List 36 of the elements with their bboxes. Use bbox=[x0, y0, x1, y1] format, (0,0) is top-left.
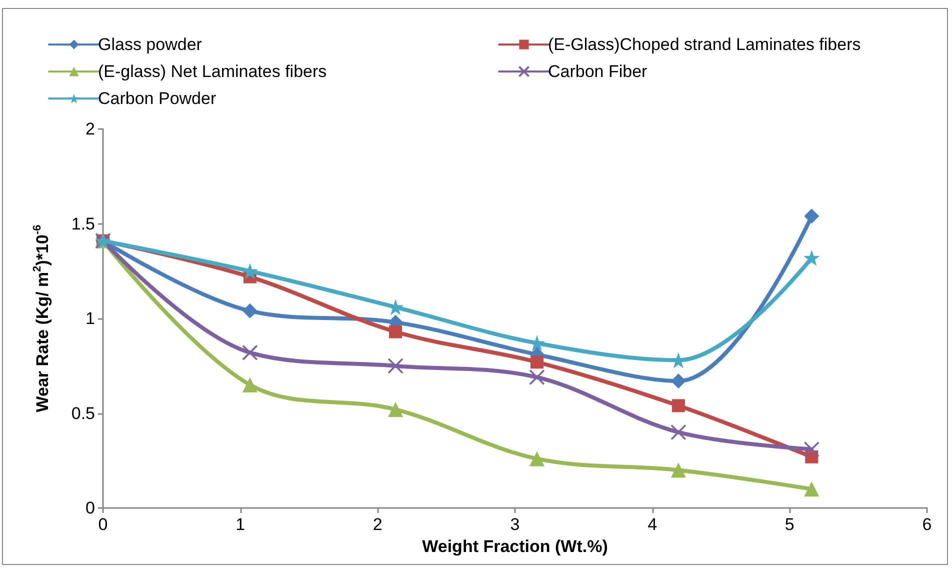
y-tick-label: 1.5 bbox=[71, 214, 95, 234]
point bbox=[530, 356, 544, 369]
x-tick-label: 5 bbox=[784, 515, 794, 534]
legend-label: (E-Glass)Choped strand Laminates fibers bbox=[548, 35, 861, 54]
point bbox=[672, 399, 685, 412]
legend-label: Carbon Fiber bbox=[548, 62, 648, 81]
point bbox=[670, 374, 686, 389]
x-tick-label: 4 bbox=[648, 515, 658, 534]
point bbox=[804, 208, 820, 224]
point bbox=[389, 325, 402, 338]
point bbox=[804, 441, 820, 458]
point bbox=[388, 358, 404, 374]
x-tick-label: 1 bbox=[236, 515, 246, 534]
y-axis-title: Wear Rate (Kg/ m2)*10-6 bbox=[32, 224, 52, 412]
x-tick-label: 6 bbox=[922, 515, 932, 534]
y-tick-label: 0.5 bbox=[71, 404, 95, 423]
point bbox=[242, 303, 258, 318]
point bbox=[242, 377, 258, 392]
point bbox=[670, 462, 686, 478]
point bbox=[529, 451, 544, 466]
x-tick-label: 2 bbox=[372, 515, 382, 534]
point bbox=[670, 424, 686, 440]
point bbox=[388, 402, 404, 417]
y-tick-label: 2 bbox=[86, 120, 95, 138]
x-tick-label: 0 bbox=[98, 515, 108, 534]
point bbox=[804, 482, 820, 497]
point bbox=[804, 250, 820, 266]
y-tick-label: 0 bbox=[86, 498, 95, 518]
y-tick-label: 1 bbox=[86, 309, 95, 328]
point bbox=[242, 344, 258, 361]
x-tick-label: 3 bbox=[510, 515, 520, 534]
legend-label: Carbon Powder bbox=[98, 89, 216, 108]
legend-label: Glass powder bbox=[98, 35, 202, 54]
point bbox=[529, 369, 545, 386]
legend-label: (E-glass) Net Laminates fibers bbox=[98, 62, 327, 81]
x-axis-title: Weight Fraction (Wt.%) bbox=[422, 536, 608, 556]
